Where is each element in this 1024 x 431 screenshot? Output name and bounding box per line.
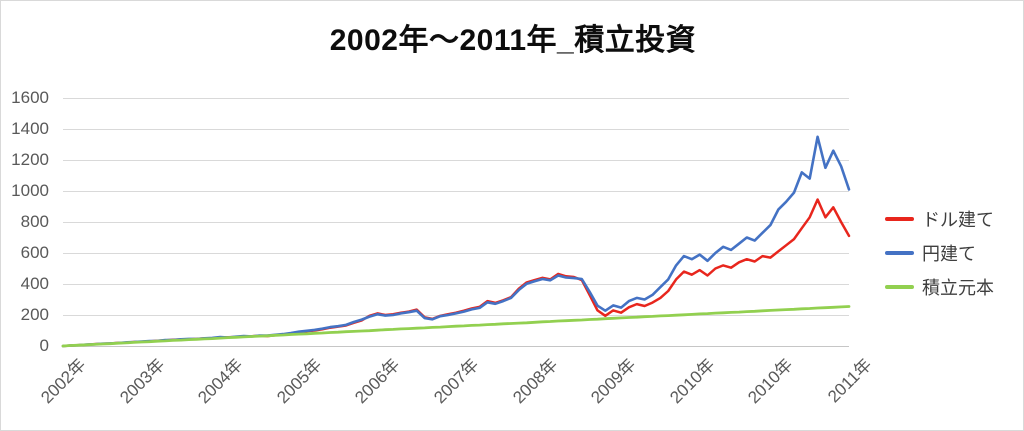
- legend-label: 円建て: [922, 244, 976, 264]
- y-axis-tick-label: 200: [20, 305, 49, 324]
- y-axis-tick-label: 1200: [11, 150, 49, 169]
- y-axis-tick-label: 1600: [11, 88, 49, 107]
- legend-item-yen: 円建て: [885, 241, 994, 265]
- legend-line-swatch: [885, 251, 914, 255]
- y-axis-tick-label: 1000: [11, 181, 49, 200]
- y-axis-tick-label: 800: [20, 212, 49, 231]
- series-line-yen: [61, 135, 851, 348]
- legend-label: 積立元本: [922, 278, 994, 298]
- series-line-principal: [61, 305, 851, 348]
- y-axis-tick-label: 600: [20, 243, 49, 262]
- legend-line-swatch: [885, 285, 914, 289]
- legend-item-dollar: ドル建て: [885, 207, 994, 231]
- series-line-dollar: [61, 198, 851, 348]
- y-axis-tick-label: 400: [20, 274, 49, 293]
- legend: ドル建て円建て積立元本: [885, 207, 994, 309]
- legend-line-swatch: [885, 217, 914, 221]
- legend-label: ドル建て: [922, 210, 994, 230]
- chart-title: 2002年～2011年_積立投資: [329, 24, 697, 57]
- y-axis-tick-label: 0: [39, 336, 49, 355]
- legend-item-principal: 積立元本: [885, 275, 994, 299]
- y-axis-tick-label: 1400: [11, 119, 49, 138]
